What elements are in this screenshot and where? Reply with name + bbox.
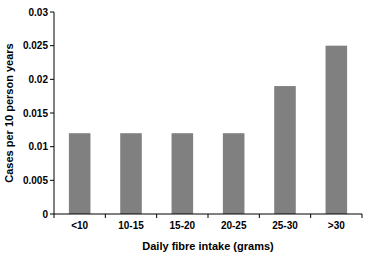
y-tick bbox=[50, 180, 54, 181]
x-tick bbox=[362, 214, 363, 218]
y-tick-label: 0.005 bbox=[23, 175, 48, 186]
x-tick bbox=[105, 214, 106, 218]
bar bbox=[120, 133, 142, 214]
y-tick bbox=[50, 214, 54, 215]
x-axis-title: Daily fibre intake (grams) bbox=[142, 240, 274, 252]
x-tick bbox=[310, 214, 311, 218]
y-tick bbox=[50, 45, 54, 46]
x-tick-label: >30 bbox=[328, 220, 345, 231]
bars bbox=[69, 46, 347, 214]
x-tick bbox=[259, 214, 260, 218]
x-tick-label: 25-30 bbox=[272, 220, 298, 231]
bar bbox=[326, 46, 348, 214]
bar bbox=[223, 133, 245, 214]
y-tick-label: 0 bbox=[42, 209, 48, 220]
x-tick bbox=[54, 214, 55, 218]
y-tick bbox=[50, 113, 54, 114]
x-tick bbox=[208, 214, 209, 218]
x-tick-label: 10-15 bbox=[118, 220, 144, 231]
y-tick-label: 0.015 bbox=[23, 108, 48, 119]
bar bbox=[172, 133, 194, 214]
y-tick bbox=[50, 146, 54, 147]
y-tick-label: 0.02 bbox=[29, 74, 49, 85]
x-tick-label: 20-25 bbox=[221, 220, 247, 231]
bar bbox=[274, 86, 296, 214]
x-tick-label: <10 bbox=[71, 220, 88, 231]
chart-container: 0 0.005 0.01 0.015 0.02 0.025 0.03 <10 10-15 15-2… bbox=[0, 0, 368, 260]
y-tick-label: 0.025 bbox=[23, 40, 48, 51]
x-tick bbox=[156, 214, 157, 218]
x-tick-label: 15-20 bbox=[170, 220, 196, 231]
chart-svg: 0 0.005 0.01 0.015 0.02 0.025 0.03 <10 10-15 15-2… bbox=[0, 0, 368, 260]
y-tick bbox=[50, 79, 54, 80]
y-tick-label: 0.01 bbox=[29, 141, 49, 152]
y-tick bbox=[50, 12, 54, 13]
bar bbox=[69, 133, 91, 214]
y-axis-title: Cases per 10 person years bbox=[3, 43, 15, 182]
y-tick-label: 0.03 bbox=[29, 7, 49, 18]
